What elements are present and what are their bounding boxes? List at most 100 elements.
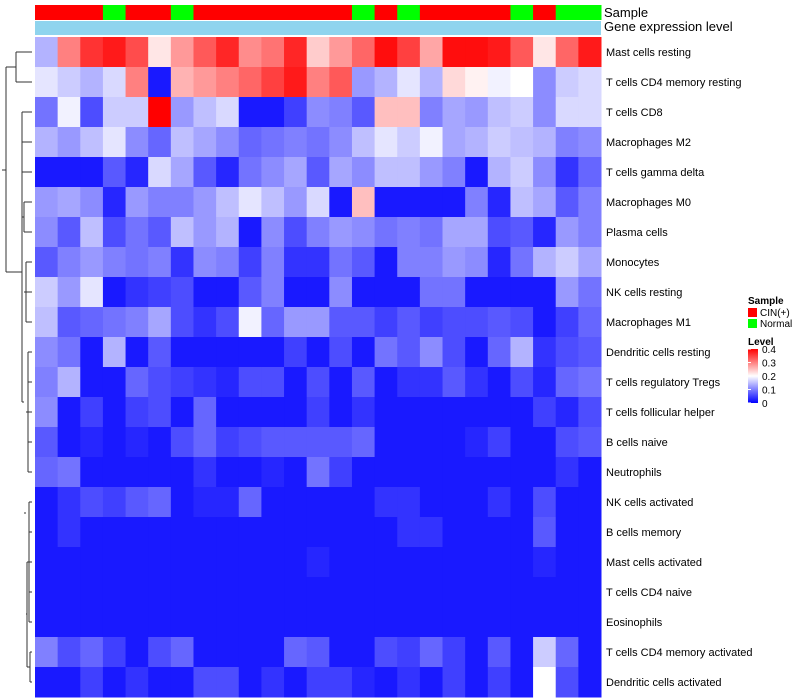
row-label: Mast cells activated (606, 557, 702, 569)
heatmap-cell (261, 487, 285, 518)
heatmap-cell (487, 487, 511, 518)
heatmap-cell (419, 337, 444, 368)
heatmap-cell (555, 517, 579, 548)
heatmap-cell (306, 337, 330, 368)
heatmap-cell (216, 97, 240, 128)
heatmap-cell (193, 127, 217, 158)
heatmap-cell (261, 127, 285, 158)
heatmap-cell (148, 637, 172, 668)
heatmap-cell (374, 217, 398, 248)
heatmap-cell (57, 247, 81, 278)
heatmap-cell (238, 457, 262, 488)
heatmap-cell (170, 607, 194, 638)
heatmap-cell (102, 157, 127, 188)
heatmap-cell (170, 307, 194, 338)
heatmap-cell (170, 187, 194, 218)
heatmap-cell (57, 577, 81, 608)
legend: Sample CIN(+) Normal Level 0.4 0.3 0.2 0.1 0 (748, 296, 792, 410)
heatmap-cell (555, 157, 579, 188)
heatmap-cell (238, 367, 262, 398)
heatmap-cell (80, 217, 104, 248)
heatmap-cell (578, 187, 602, 218)
heatmap-cell (510, 457, 534, 488)
heatmap-cell (578, 427, 602, 458)
heatmap-cell (193, 397, 217, 428)
heatmap-cell (125, 577, 149, 608)
heatmap-cell (193, 247, 217, 278)
heatmap-cell (510, 277, 534, 308)
heatmap-cell (284, 187, 308, 218)
heatmap-cell (351, 127, 376, 158)
heatmap-cell (102, 217, 127, 248)
heatmap-cell (170, 67, 194, 98)
heatmap-cell (261, 307, 285, 338)
heatmap-cell (35, 517, 59, 548)
heatmap-cell (419, 577, 444, 608)
heatmap-cell (397, 187, 421, 218)
row-label: Macrophages M0 (606, 197, 691, 209)
heatmap-cell (533, 97, 557, 128)
heatmap-cell (487, 37, 511, 68)
heatmap-cell (170, 367, 194, 398)
heatmap-cell (261, 367, 285, 398)
heatmap-cell (148, 667, 172, 698)
heatmap-cell (261, 187, 285, 218)
heatmap-cell (555, 337, 579, 368)
row-label: T cells regulatory Tregs (606, 377, 721, 389)
heatmap-cell (465, 307, 489, 338)
heatmap-cell (351, 187, 376, 218)
heatmap-cell (193, 547, 217, 578)
heatmap-cell (555, 307, 579, 338)
heatmap-cell (80, 637, 104, 668)
heatmap-cell (125, 307, 149, 338)
heatmap-cell (102, 37, 127, 68)
heatmap-cell (442, 307, 466, 338)
heatmap-cell (419, 397, 444, 428)
heatmap-cell (193, 217, 217, 248)
heatmap-cell (216, 277, 240, 308)
heatmap-cell (238, 97, 262, 128)
heatmap-cell (351, 217, 376, 248)
heatmap-cell (148, 37, 172, 68)
heatmap-cell (533, 637, 557, 668)
heatmap-cell (238, 487, 262, 518)
heatmap-cell (397, 337, 421, 368)
sample-annotation-cell (284, 5, 308, 20)
heatmap-cell (35, 637, 59, 668)
heatmap-cell (80, 337, 104, 368)
heatmap-cell (329, 337, 353, 368)
heatmap-cell (578, 247, 602, 278)
heatmap-cell (419, 67, 444, 98)
heatmap-cell (533, 37, 557, 68)
sample-annotation-cell (510, 5, 534, 20)
heatmap-cell (351, 487, 376, 518)
heatmap-cell (261, 457, 285, 488)
heatmap-cell (578, 457, 602, 488)
heatmap-cell (193, 427, 217, 458)
heatmap-cell (533, 667, 557, 698)
heatmap-cell (442, 37, 466, 68)
heatmap-cell (374, 607, 398, 638)
heatmap-cell (374, 427, 398, 458)
heatmap-cell (193, 367, 217, 398)
heatmap-cell (397, 127, 421, 158)
heatmap-cell (170, 247, 194, 278)
heatmap-cell (35, 67, 59, 98)
heatmap-cell (578, 277, 602, 308)
sample-annotation-cell (238, 5, 262, 20)
heatmap-cell (57, 337, 81, 368)
row-label: Dendritic cells activated (606, 677, 722, 689)
heatmap-cell (555, 367, 579, 398)
row-label: T cells follicular helper (606, 407, 715, 419)
sample-annotation-cell (125, 5, 149, 20)
heatmap-cell (57, 97, 81, 128)
heatmap-cell (80, 457, 104, 488)
row-label: T cells CD4 memory resting (606, 77, 742, 89)
heatmap-cell (148, 577, 172, 608)
heatmap-cell (442, 457, 466, 488)
heatmap-cell (284, 577, 308, 608)
heatmap-cell (193, 577, 217, 608)
heatmap-cell (510, 487, 534, 518)
heatmap-cell (102, 457, 127, 488)
heatmap-cell (148, 367, 172, 398)
